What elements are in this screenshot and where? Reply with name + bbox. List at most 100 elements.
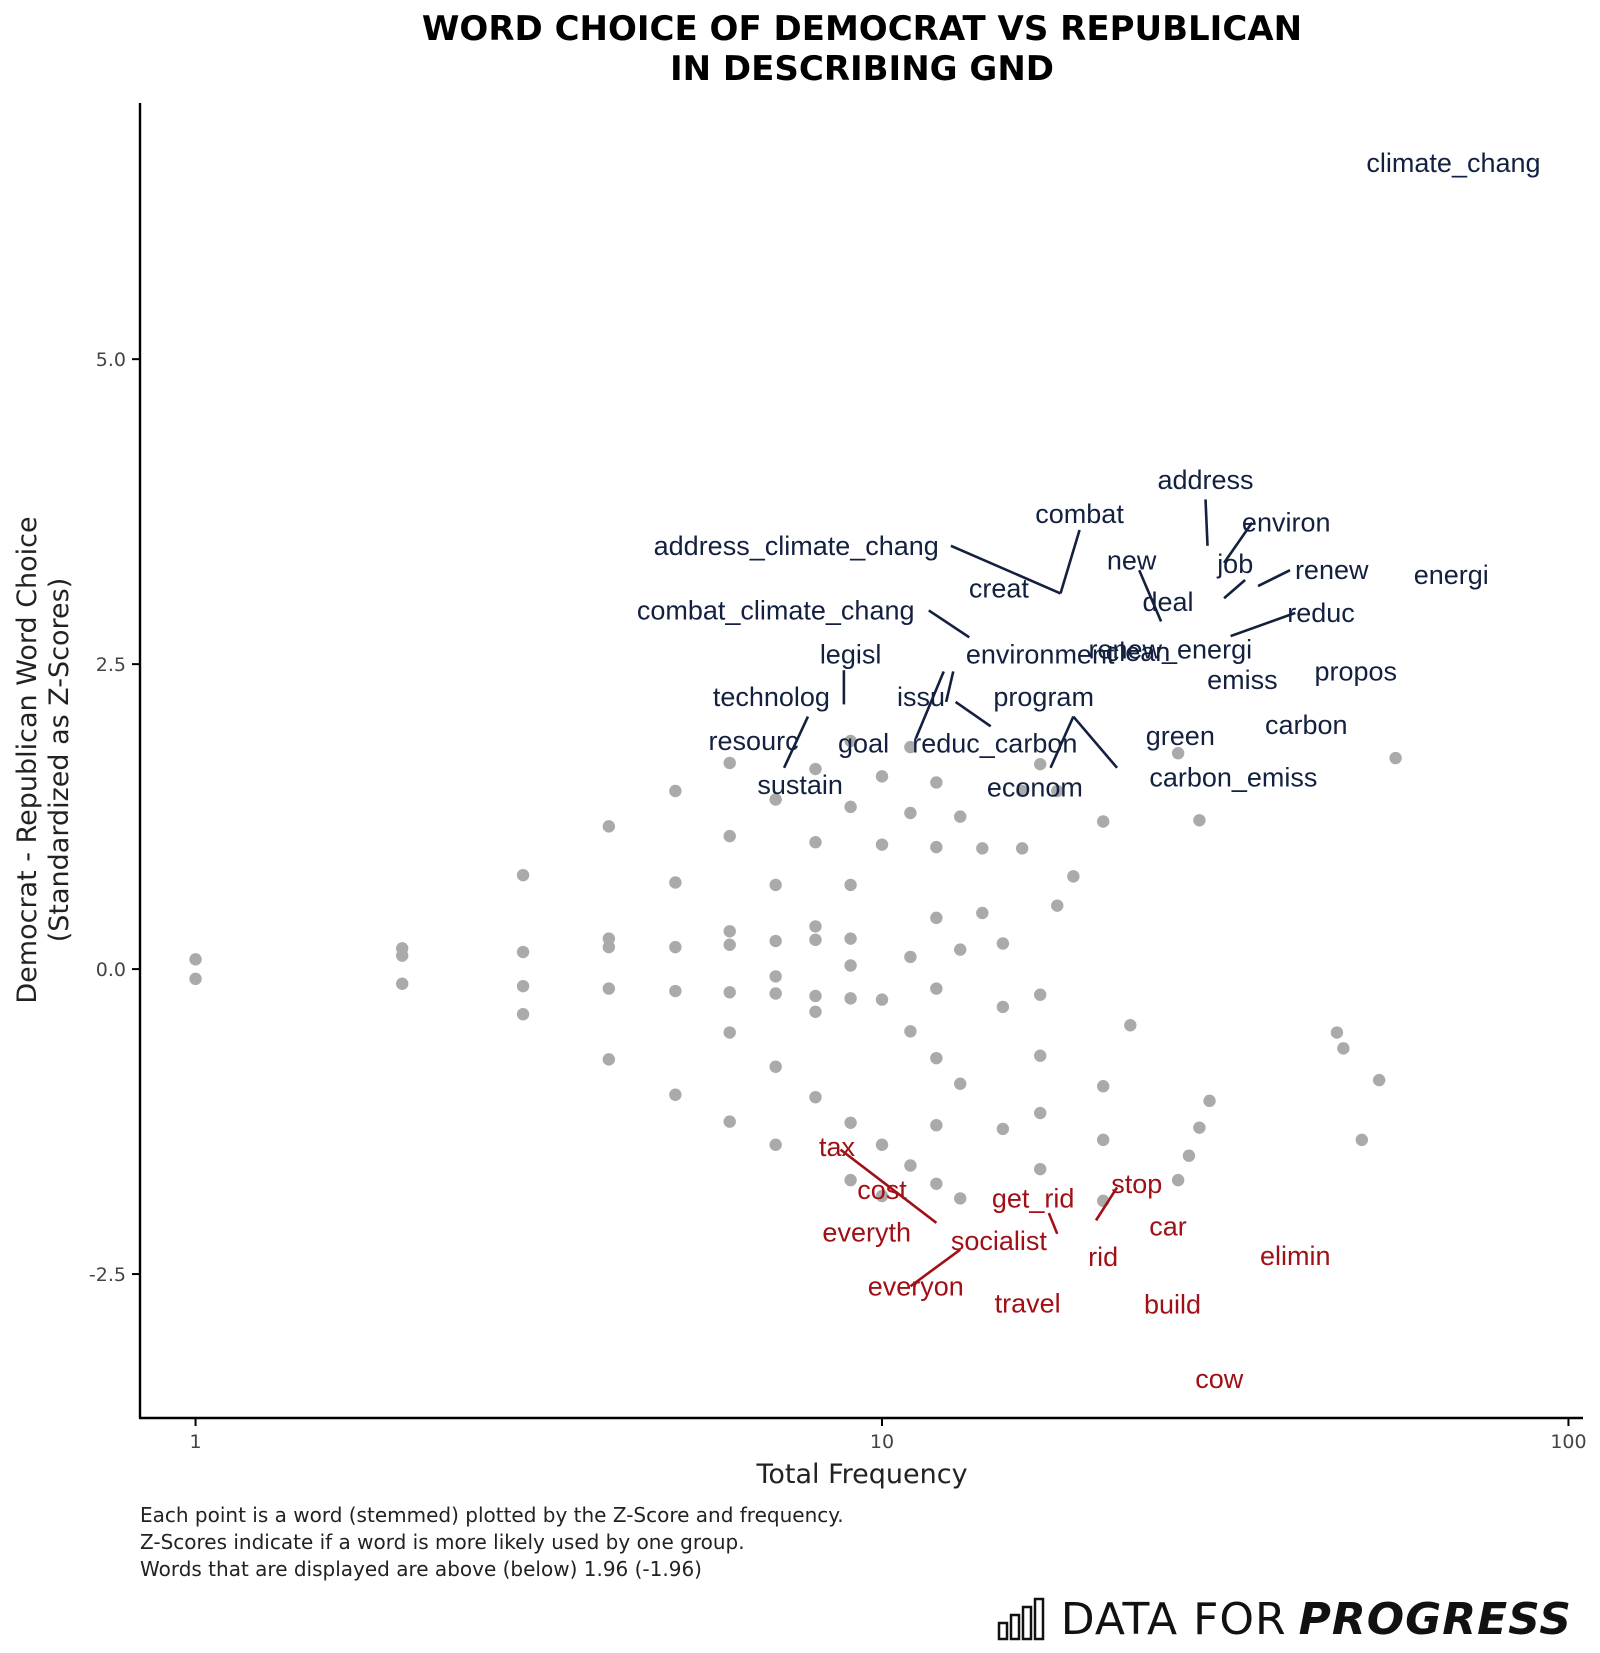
data-point bbox=[844, 1116, 857, 1129]
data-point bbox=[1337, 1042, 1350, 1055]
y-tick-label: 2.5 bbox=[96, 654, 126, 676]
label-leader-lines bbox=[782, 499, 1296, 1288]
word-label: issu bbox=[897, 682, 945, 712]
data-point bbox=[669, 1088, 682, 1101]
leader-line bbox=[928, 609, 970, 639]
data-point bbox=[602, 820, 616, 833]
word-label: cow bbox=[1195, 1364, 1244, 1394]
data-point bbox=[875, 1138, 889, 1151]
data-point bbox=[1372, 1073, 1386, 1087]
data-point bbox=[809, 989, 822, 1003]
x-ticks: 1 10 100 bbox=[190, 1418, 1587, 1453]
data-point bbox=[1193, 814, 1206, 827]
data-point bbox=[602, 940, 616, 954]
data-point bbox=[602, 932, 616, 945]
data-point bbox=[769, 878, 782, 892]
word-label: stop bbox=[1111, 1169, 1162, 1199]
data-point bbox=[1096, 815, 1110, 828]
leader-line bbox=[1094, 1186, 1119, 1222]
data-point bbox=[904, 806, 917, 820]
leader-line bbox=[1257, 569, 1291, 588]
data-point bbox=[723, 1115, 736, 1128]
word-label: goal bbox=[838, 728, 889, 758]
data-point bbox=[723, 756, 736, 770]
word-label: environment bbox=[966, 639, 1115, 669]
data-point bbox=[930, 1177, 943, 1190]
data-point bbox=[930, 776, 943, 789]
data-point bbox=[1051, 784, 1064, 798]
word-label: reduc bbox=[1287, 598, 1355, 628]
x-tick-label: 10 bbox=[870, 1431, 894, 1453]
data-point bbox=[1355, 1133, 1369, 1147]
y-axis-title-line-2: (Standardized as Z-Scores) bbox=[44, 578, 75, 943]
data-point bbox=[769, 970, 782, 983]
data-point bbox=[875, 770, 889, 783]
y-ticks: -2.5 0.0 2.5 5.0 bbox=[89, 349, 140, 1286]
chart-title-line-1: WORD CHOICE OF DEMOCRAT VS REPUBLICAN bbox=[422, 9, 1302, 49]
y-axis-title: Democrat - Republican Word Choice (Stand… bbox=[12, 516, 75, 1003]
word-label: socialist bbox=[951, 1226, 1048, 1256]
leader-line bbox=[1223, 521, 1254, 564]
word-label: creat bbox=[969, 574, 1030, 604]
chart-title-line-2: IN DESCRIBING GND bbox=[670, 49, 1054, 89]
word-label: clean bbox=[1106, 637, 1171, 667]
caption: Each point is a word (stemmed) plotted b… bbox=[140, 1503, 844, 1581]
brand-text-plain: DATA FOR bbox=[1060, 1593, 1287, 1645]
chart-title: WORD CHOICE OF DEMOCRAT VS REPUBLICAN IN… bbox=[422, 9, 1302, 89]
data-point bbox=[809, 920, 822, 933]
data-point bbox=[904, 1159, 917, 1172]
data-point bbox=[669, 876, 682, 889]
data-point bbox=[1124, 1019, 1137, 1032]
word-label: rid bbox=[1088, 1242, 1118, 1272]
word-label: climate_chang bbox=[1366, 148, 1540, 178]
word-label: environ bbox=[1242, 508, 1331, 538]
word-label: elimin bbox=[1260, 1241, 1331, 1271]
data-point bbox=[875, 993, 889, 1006]
data-point bbox=[395, 949, 409, 962]
word-label: renew bbox=[1295, 555, 1369, 585]
word-label: everyon bbox=[868, 1271, 964, 1301]
data-point bbox=[809, 836, 822, 849]
data-point bbox=[516, 1008, 530, 1021]
data-point bbox=[930, 911, 943, 925]
leader-line bbox=[909, 1248, 961, 1288]
x-tick-label: 100 bbox=[1550, 1431, 1586, 1453]
x-axis-title: Total Frequency bbox=[755, 1459, 967, 1490]
data-point bbox=[844, 800, 857, 814]
data-point bbox=[1389, 751, 1402, 765]
brand-text-strong: PROGRESS bbox=[1298, 1593, 1572, 1645]
brand-logo: DATA FOR PROGRESS bbox=[997, 1591, 1572, 1647]
word-label: job bbox=[1216, 549, 1253, 579]
data-point bbox=[516, 945, 530, 959]
data-point bbox=[809, 933, 822, 947]
leader-line bbox=[839, 1148, 938, 1224]
word-label: resourc bbox=[709, 726, 799, 756]
word-label: combat_climate_chang bbox=[637, 595, 915, 625]
data-point bbox=[809, 1005, 822, 1018]
x-tick-label: 1 bbox=[190, 1431, 202, 1453]
leader-line bbox=[1230, 611, 1296, 638]
data-point bbox=[809, 1090, 822, 1104]
caption-line-2: Z-Scores indicate if a word is more like… bbox=[140, 1530, 745, 1554]
data-point bbox=[516, 868, 530, 882]
word-label: propos bbox=[1315, 656, 1398, 686]
data-point bbox=[723, 829, 736, 843]
word-label: build bbox=[1144, 1290, 1201, 1320]
data-point bbox=[1182, 1149, 1196, 1162]
data-point bbox=[875, 838, 889, 851]
data-point bbox=[602, 1053, 616, 1066]
data-point bbox=[769, 934, 782, 948]
data-point bbox=[844, 932, 857, 945]
word-label: combat bbox=[1035, 499, 1124, 529]
data-point bbox=[904, 1025, 917, 1038]
data-point bbox=[844, 992, 857, 1005]
leader-line bbox=[782, 716, 810, 769]
data-point bbox=[1171, 1173, 1185, 1187]
word-label: address_climate_chang bbox=[654, 531, 939, 561]
data-point bbox=[904, 740, 917, 754]
y-tick-label: 0.0 bbox=[96, 959, 126, 981]
data-point bbox=[1330, 1026, 1344, 1039]
caption-line-1: Each point is a word (stemmed) plotted b… bbox=[140, 1503, 844, 1527]
